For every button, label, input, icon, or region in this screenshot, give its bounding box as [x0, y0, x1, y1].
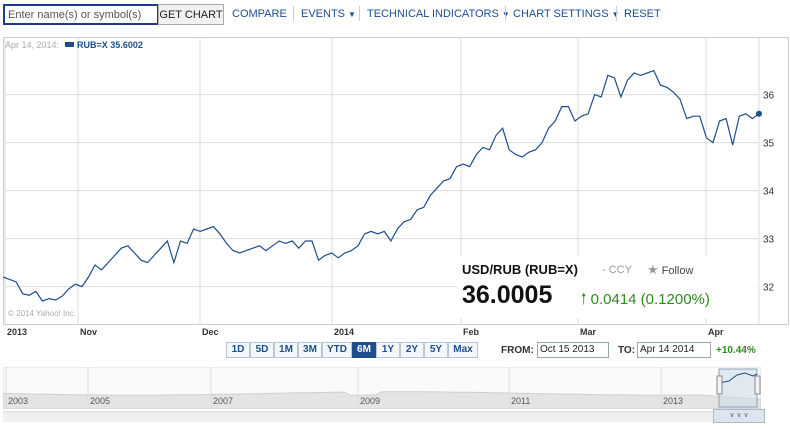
price-line: [3, 69, 760, 302]
navigator-scrollbar[interactable]: [3, 411, 765, 422]
reset-button[interactable]: RESET: [624, 8, 661, 20]
technical-indicators-label: TECHNICAL INDICATORS: [367, 8, 499, 20]
quote-panel: USD/RUB (RUB=X) - CCY ★ Follow 36.0005 🠑 …: [457, 256, 757, 318]
navigator-year-label: 2003: [8, 396, 29, 406]
chevron-down-icon: ▼: [348, 10, 356, 19]
from-label: FROM:: [501, 345, 534, 356]
x-tick-label: Apr: [708, 327, 724, 337]
chart-settings-label: CHART SETTINGS: [513, 8, 609, 20]
y-tick-label: 32: [763, 283, 775, 294]
x-tick-label: Mar: [580, 327, 597, 337]
range-button-3m[interactable]: 3M: [298, 342, 322, 358]
chart-settings-menu[interactable]: CHART SETTINGS▼: [513, 8, 619, 20]
chevron-down-icon: ▼: [612, 10, 620, 19]
chart-legend: Apr 14, 2014: RUB=X 35.6002: [5, 40, 143, 50]
navigator-year-label: 2013: [663, 396, 684, 406]
compare-menu[interactable]: COMPARE: [232, 8, 287, 20]
quote-change-value: 0.0414 (0.1200%): [590, 291, 710, 308]
y-tick-label: 36: [763, 91, 775, 102]
range-button-max[interactable]: Max: [448, 342, 478, 358]
y-tick-label: 35: [763, 139, 775, 150]
range-button-ytd[interactable]: YTD: [322, 342, 352, 358]
range-button-1d[interactable]: 1D: [226, 342, 250, 358]
range-button-6m[interactable]: 6M: [352, 342, 376, 358]
technical-indicators-menu[interactable]: TECHNICAL INDICATORS▼: [367, 8, 510, 20]
scrollbar-thumb[interactable]: ∨ ∨ ∨: [713, 409, 765, 423]
navigator-year-label: 2011: [511, 396, 531, 406]
navigator-left-handle[interactable]: [716, 375, 723, 395]
chart-toolbar: GET CHART COMPARE EVENTS▼ TECHNICAL INDI…: [0, 0, 790, 30]
x-tick-label: 2014: [334, 327, 355, 337]
range-button-5y[interactable]: 5Y: [424, 342, 448, 358]
x-tick-label: Feb: [463, 327, 480, 337]
timeline-navigator[interactable]: [3, 367, 761, 409]
arrow-up-icon: 🠑: [581, 291, 587, 308]
events-label: EVENTS: [301, 8, 346, 20]
navigator-area: [3, 391, 761, 409]
quote-type: - CCY: [602, 264, 632, 276]
toolbar-divider: [293, 6, 294, 21]
last-price-marker: [756, 110, 762, 117]
from-date-input[interactable]: Oct 15 2013: [537, 342, 609, 358]
y-tick-label: 34: [763, 187, 775, 198]
to-date-input[interactable]: Apr 14 2014: [637, 342, 711, 358]
quote-name: USD/RUB (RUB=X): [462, 262, 578, 277]
copyright-text: © 2014 Yahoo! Inc.: [8, 309, 76, 318]
range-button-2y[interactable]: 2Y: [400, 342, 424, 358]
range-change-percent: +10.44%: [716, 345, 756, 356]
range-button-1y[interactable]: 1Y: [376, 342, 400, 358]
y-tick-label: 33: [763, 235, 775, 246]
navigator-year-label: 2009: [360, 396, 381, 406]
navigator-right-handle[interactable]: [754, 375, 761, 395]
navigator-year-label: 2005: [90, 396, 111, 406]
follow-label: Follow: [661, 265, 694, 277]
x-tick-label: Nov: [80, 327, 98, 337]
range-button-1m[interactable]: 1M: [274, 342, 298, 358]
toolbar-divider: [505, 6, 506, 21]
series-swatch: [65, 42, 75, 47]
get-chart-button[interactable]: GET CHART: [158, 4, 224, 25]
toolbar-divider: [616, 6, 617, 21]
navigator-selection-line: [718, 372, 758, 384]
to-label: TO:: [618, 345, 636, 356]
range-button-5d[interactable]: 5D: [250, 342, 274, 358]
legend-series-value: RUB=X 35.6002: [77, 40, 143, 50]
symbol-search-input[interactable]: [3, 4, 159, 25]
navigator-year-label: 2007: [213, 396, 234, 406]
x-tick-label: Dec: [202, 327, 219, 337]
toolbar-divider: [359, 6, 360, 21]
quote-change: 🠑 0.0414 (0.1200%): [581, 289, 710, 314]
x-tick-label: 2013: [7, 327, 28, 337]
follow-button[interactable]: ★ Follow: [647, 262, 693, 278]
star-icon: ★: [647, 262, 659, 277]
events-menu[interactable]: EVENTS ▼: [301, 8, 356, 20]
quote-price: 36.0005: [462, 281, 553, 309]
legend-date: Apr 14, 2014:: [5, 40, 60, 50]
